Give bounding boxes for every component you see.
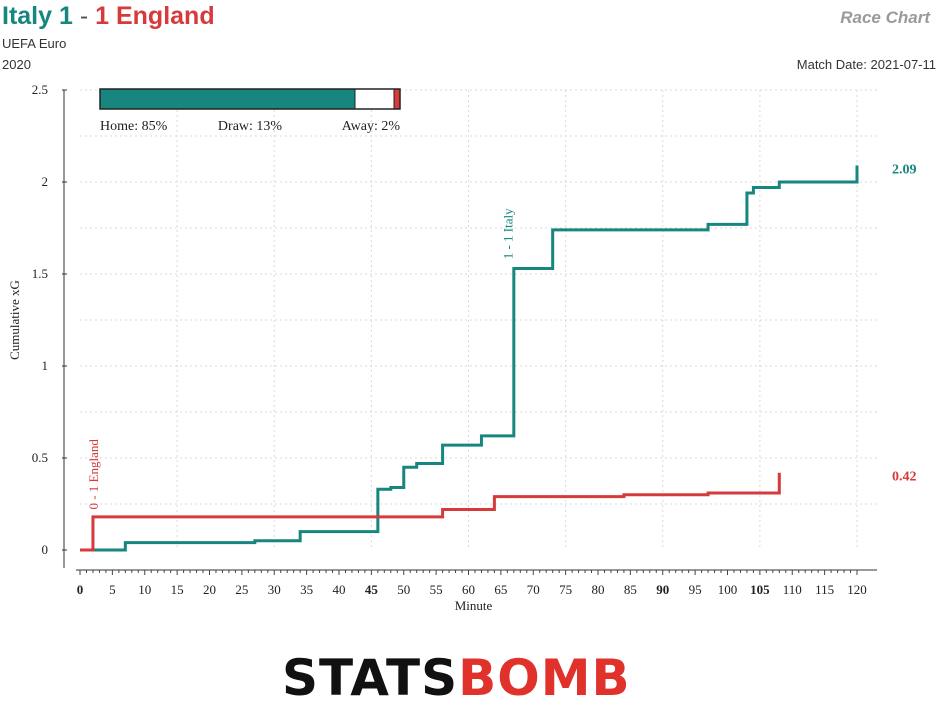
win-label-home: Home: 85%: [100, 119, 168, 134]
y-tick-label: 0.5: [32, 450, 48, 465]
x-tick-label: 0: [77, 582, 84, 597]
x-tick-label: 35: [300, 582, 313, 597]
series-final-label: 2.09: [892, 162, 917, 177]
away-score: 1: [95, 2, 110, 30]
logo-part-stats: STATS: [282, 649, 459, 707]
x-tick-label: 45: [365, 582, 379, 597]
x-tick-label: 15: [171, 582, 184, 597]
y-tick-label: 0: [42, 542, 49, 557]
x-axis-label: Minute: [455, 598, 493, 613]
x-tick-label: 80: [592, 582, 605, 597]
win-bar-frame: [99, 88, 401, 110]
x-tick-label: 10: [138, 582, 151, 597]
win-bar-draw: [355, 89, 394, 109]
goal-annotation: 1 - 1 Italy: [500, 208, 515, 259]
match-date: Match Date: 2021-07-11: [796, 57, 936, 72]
x-tick-label: 5: [109, 582, 116, 597]
away-team-name: England: [115, 2, 215, 30]
x-tick-label: 100: [718, 582, 738, 597]
x-tick-label: 75: [559, 582, 572, 597]
x-tick-label: 85: [624, 582, 637, 597]
goal-annotation: 0 - 1 England: [86, 439, 101, 510]
y-tick-label: 1: [42, 358, 49, 373]
logo-part-bomb: BOMB: [458, 649, 631, 707]
win-bar-away: [394, 89, 400, 109]
x-tick-label: 115: [815, 582, 834, 597]
x-tick-label: 120: [847, 582, 867, 597]
home-score: 1: [58, 2, 73, 30]
x-tick-label: 65: [494, 582, 507, 597]
series-line-italy: [80, 165, 859, 552]
win-label-draw: Draw: 13%: [218, 119, 282, 134]
series-final-label: 0.42: [892, 470, 917, 485]
win-bar-home: [100, 89, 355, 109]
x-tick-label: 55: [430, 582, 443, 597]
x-tick-label: 25: [235, 582, 248, 597]
x-tick-label: 40: [333, 582, 346, 597]
race-chart: 0 0.5 1 1.5 2 2.5 Cumulative xG 0 5 10 15 20 25 30 35 4…: [7, 82, 917, 613]
y-tick-label: 2: [42, 174, 49, 189]
chart-type-label: Race Chart: [840, 8, 930, 27]
match-title: Italy 1 - 1 England: [2, 2, 215, 31]
win-label-away: Away: 2%: [342, 119, 401, 134]
y-tick-label: 2.5: [32, 82, 48, 97]
score-separator: -: [79, 2, 89, 30]
x-tick-label: 110: [783, 582, 802, 597]
series-line-england: [80, 472, 781, 552]
x-tick-label: 50: [397, 582, 410, 597]
x-tick-label: 105: [750, 582, 770, 597]
x-tick-label: 90: [656, 582, 669, 597]
x-tick-label: 95: [689, 582, 702, 597]
x-tick-label: 20: [203, 582, 216, 597]
x-tick-label: 30: [268, 582, 281, 597]
competition-name: UEFA Euro: [2, 36, 67, 51]
season-label: 2020: [2, 57, 31, 72]
y-tick-label: 1.5: [32, 266, 48, 281]
x-tick-label: 70: [527, 582, 540, 597]
home-team-name: Italy: [2, 2, 53, 30]
y-axis-label: Cumulative xG: [7, 280, 22, 360]
x-tick-label: 60: [462, 582, 475, 597]
statsbomb-logo: STATSBOMB: [282, 650, 631, 706]
